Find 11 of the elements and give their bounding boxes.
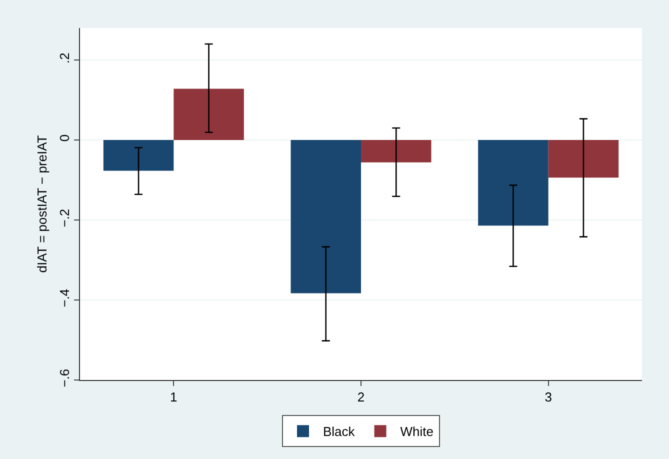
y-tick-label: 0	[56, 134, 72, 142]
y-tick-label: −.4	[56, 288, 72, 308]
y-tick-label: −.6	[56, 368, 72, 388]
x-tick-label: 2	[357, 390, 365, 405]
y-axis-title: dIAT = postIAT − preIAT	[34, 135, 50, 273]
x-tick-label: 1	[170, 390, 178, 405]
x-tick-label: 3	[544, 390, 552, 405]
legend-label: White	[400, 424, 434, 440]
legend-label: Black	[323, 424, 356, 440]
y-tick-label: .2	[56, 52, 72, 64]
y-tick-label: −.2	[56, 208, 72, 228]
